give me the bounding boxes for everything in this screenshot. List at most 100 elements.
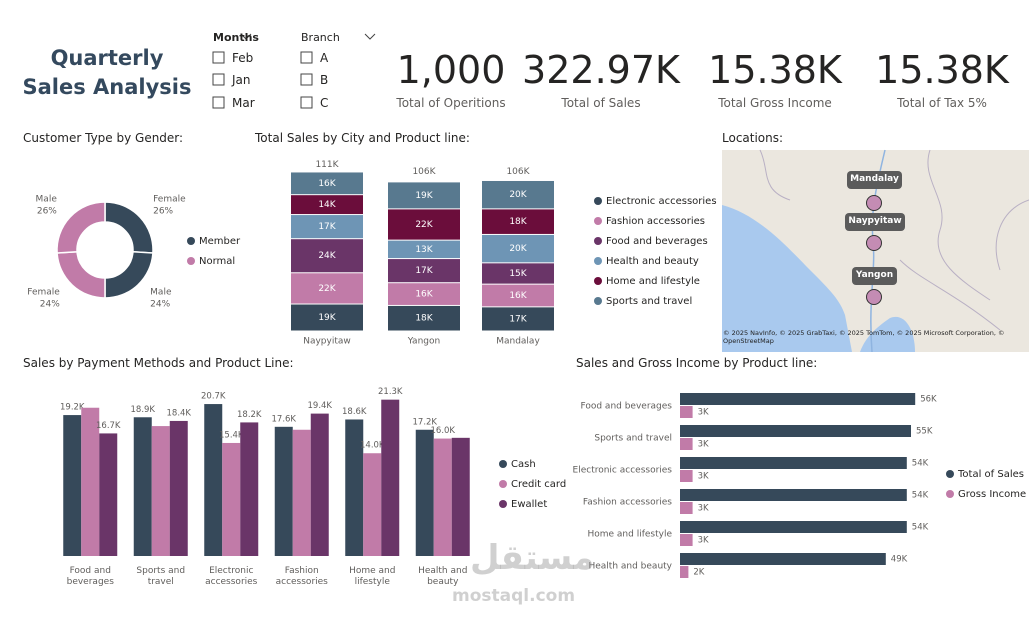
legend-marker bbox=[594, 197, 602, 205]
bar bbox=[310, 413, 329, 556]
filter-option[interactable]: Jan bbox=[232, 73, 251, 87]
x-tick-label: Health and beauty bbox=[418, 566, 468, 587]
filter-option[interactable]: Mar bbox=[232, 96, 255, 110]
checkbox[interactable] bbox=[212, 73, 225, 86]
checkbox[interactable] bbox=[212, 96, 225, 109]
legend-label: Ewallet bbox=[511, 499, 547, 510]
value-label: 19K bbox=[318, 313, 336, 323]
bar-segment bbox=[482, 234, 554, 263]
filter-label: Branch bbox=[301, 31, 340, 44]
legend-marker bbox=[187, 237, 195, 245]
legend-marker bbox=[594, 277, 602, 285]
dashboard-title: Quarterly Sales Analysis bbox=[22, 46, 192, 99]
dropdown-chevron[interactable] bbox=[240, 33, 252, 40]
y-tick-label: Sports and travel bbox=[594, 434, 672, 444]
bar bbox=[133, 417, 152, 556]
bar bbox=[680, 457, 907, 469]
checkbox[interactable] bbox=[212, 51, 225, 64]
bar-segment bbox=[482, 307, 554, 331]
map-title: Locations: bbox=[722, 131, 784, 145]
value-label: 17K bbox=[318, 222, 336, 232]
legend-marker bbox=[594, 237, 602, 245]
bar bbox=[680, 470, 693, 482]
x-tick-label: Mandalay bbox=[496, 337, 540, 347]
map-label: Mandalay bbox=[850, 174, 899, 184]
bar bbox=[169, 420, 188, 556]
value-label: 15K bbox=[509, 269, 527, 279]
chart-title: Sales by Payment Methods and Product Lin… bbox=[23, 356, 294, 370]
bar bbox=[151, 426, 170, 556]
value-label: 16K bbox=[415, 290, 433, 300]
legend-label: Member bbox=[199, 236, 241, 247]
bar-segment bbox=[388, 283, 460, 305]
legend-label: Credit card bbox=[511, 479, 566, 490]
total-label: 106K bbox=[412, 167, 436, 177]
value-label: 3K bbox=[698, 408, 709, 418]
value-label: 13K bbox=[415, 245, 433, 255]
kpi-value: 322.97K bbox=[522, 48, 680, 92]
value-label: 55K bbox=[916, 427, 933, 437]
value-label: 2K bbox=[693, 568, 704, 578]
filter-option[interactable]: C bbox=[320, 96, 329, 110]
legend-label: Electronic accessories bbox=[606, 196, 717, 207]
bar bbox=[680, 393, 916, 405]
filter-option[interactable]: Feb bbox=[232, 51, 254, 65]
bar bbox=[81, 407, 100, 556]
dropdown-chevron[interactable] bbox=[364, 33, 376, 40]
total-label: 106K bbox=[506, 167, 530, 177]
filter-option[interactable]: A bbox=[320, 51, 329, 65]
value-label: 54K bbox=[912, 523, 929, 533]
bar bbox=[680, 566, 689, 578]
value-label: 24K bbox=[318, 251, 336, 261]
filter-option[interactable]: B bbox=[320, 73, 329, 87]
slice-label: 26% bbox=[153, 206, 173, 216]
map-attribution: © 2025 NavInfo, © 2025 GrabTaxi, © 2025 … bbox=[723, 329, 1005, 345]
value-label: 18K bbox=[415, 314, 433, 324]
total-label: 111K bbox=[315, 160, 339, 170]
donut-slice bbox=[104, 250, 154, 299]
bar bbox=[345, 419, 364, 556]
x-tick-label: Food and beverages bbox=[66, 566, 114, 587]
kpi-value: 15.38K bbox=[708, 48, 842, 92]
legend-marker bbox=[499, 480, 507, 488]
legend-label: Home and lifestyle bbox=[606, 276, 700, 287]
value-label: 20K bbox=[509, 190, 527, 200]
bar bbox=[433, 438, 452, 556]
map-label: Yangon bbox=[855, 270, 894, 280]
slice-category: Male bbox=[150, 288, 172, 298]
value-label: 18.9K bbox=[131, 405, 156, 415]
bar-segment bbox=[482, 180, 554, 209]
value-label: 18.2K bbox=[237, 410, 262, 420]
bar bbox=[680, 502, 693, 514]
x-tick-label: Home and lifestyle bbox=[349, 566, 396, 587]
value-label: 19.2K bbox=[60, 403, 85, 413]
legend-label: Sports and travel bbox=[606, 296, 692, 307]
bar-segment bbox=[388, 209, 460, 240]
legend-label: Normal bbox=[199, 256, 235, 267]
chart-title: Total Sales by City and Product line: bbox=[255, 131, 470, 145]
value-label: 20.7K bbox=[201, 392, 226, 402]
donut-slice bbox=[56, 250, 106, 299]
x-tick-label: Fashion accessories bbox=[275, 566, 328, 587]
value-label: 3K bbox=[698, 504, 709, 514]
bar bbox=[680, 534, 693, 546]
bar bbox=[204, 404, 223, 556]
map bbox=[722, 149, 1029, 353]
value-label: 16K bbox=[509, 291, 527, 301]
legend-marker bbox=[946, 490, 954, 498]
kpi-value: 15.38K bbox=[875, 48, 1009, 92]
checkbox[interactable] bbox=[300, 51, 313, 64]
checkbox[interactable] bbox=[300, 73, 313, 86]
legend-label: Fashion accessories bbox=[606, 216, 705, 227]
legend-marker bbox=[946, 470, 954, 478]
checkbox[interactable] bbox=[300, 96, 313, 109]
chart-title: Customer Type by Gender: bbox=[23, 131, 184, 145]
value-label: 3K bbox=[698, 440, 709, 450]
legend-marker bbox=[187, 257, 195, 265]
value-label: 18.6K bbox=[342, 407, 367, 417]
watermark: mostaql.com bbox=[452, 586, 576, 606]
bar bbox=[415, 429, 434, 556]
value-label: 19K bbox=[415, 191, 433, 201]
bar-segment bbox=[291, 172, 363, 195]
